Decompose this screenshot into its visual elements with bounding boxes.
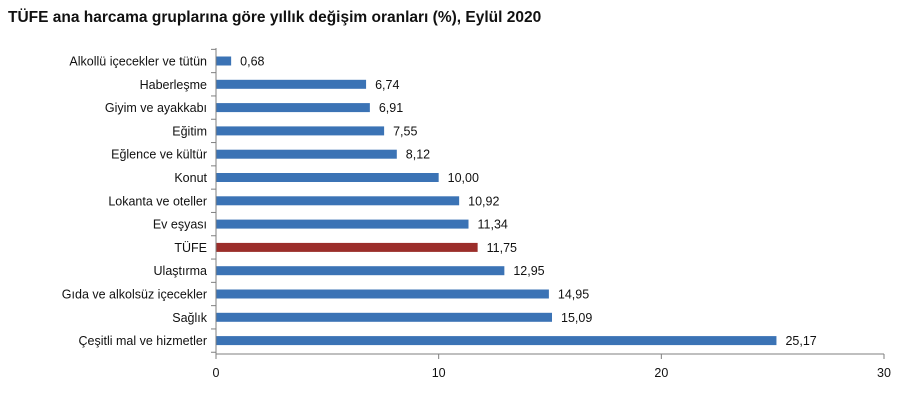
bar — [216, 56, 232, 66]
data-label: 8,12 — [406, 148, 430, 162]
data-label: 10,92 — [468, 194, 499, 208]
x-tick-label: 30 — [877, 366, 891, 380]
data-label: 0,68 — [240, 55, 264, 69]
data-label: 6,91 — [379, 101, 403, 115]
category-label: Gıda ve alkolsüz içecekler — [62, 288, 207, 302]
category-label: Giyim ve ayakkabı — [105, 101, 207, 115]
data-label: 10,00 — [448, 171, 479, 185]
category-label: TÜFE — [174, 241, 207, 255]
bar — [216, 196, 460, 206]
data-label: 15,09 — [561, 311, 592, 325]
x-tick-label: 20 — [654, 366, 668, 380]
data-label: 12,95 — [513, 264, 544, 278]
category-label: Sağlık — [172, 311, 207, 325]
category-label: Lokanta ve oteller — [108, 194, 207, 208]
bar — [216, 103, 370, 113]
bar — [216, 173, 439, 182]
bar — [216, 312, 553, 322]
data-label: 11,34 — [478, 218, 508, 232]
bar — [216, 126, 385, 136]
bar — [216, 149, 397, 159]
category-label: Çeşitli mal ve hizmetler — [78, 334, 207, 348]
x-tick-label: 0 — [213, 366, 220, 380]
category-label: Eğitim — [172, 124, 207, 138]
data-label: 6,74 — [375, 78, 399, 92]
category-label: Ulaştırma — [154, 264, 208, 278]
bar — [216, 289, 549, 299]
bar — [216, 219, 469, 229]
x-tick-label: 10 — [432, 366, 446, 380]
data-label: 25,17 — [785, 334, 816, 348]
bar — [216, 79, 367, 89]
chart-title: TÜFE ana harcama gruplarına göre yıllık … — [8, 9, 542, 26]
data-label: 7,55 — [393, 124, 417, 138]
category-label: Eğlence ve kültür — [111, 148, 207, 162]
bar — [216, 336, 777, 346]
category-label: Konut — [174, 171, 207, 185]
bar — [216, 266, 505, 276]
category-label: Haberleşme — [140, 78, 207, 92]
data-label: 11,75 — [487, 241, 517, 255]
data-label: 14,95 — [558, 288, 589, 302]
category-label: Alkollü içecekler ve tütün — [69, 55, 207, 69]
category-label: Ev eşyası — [153, 218, 207, 232]
highlight-bar — [216, 242, 478, 252]
